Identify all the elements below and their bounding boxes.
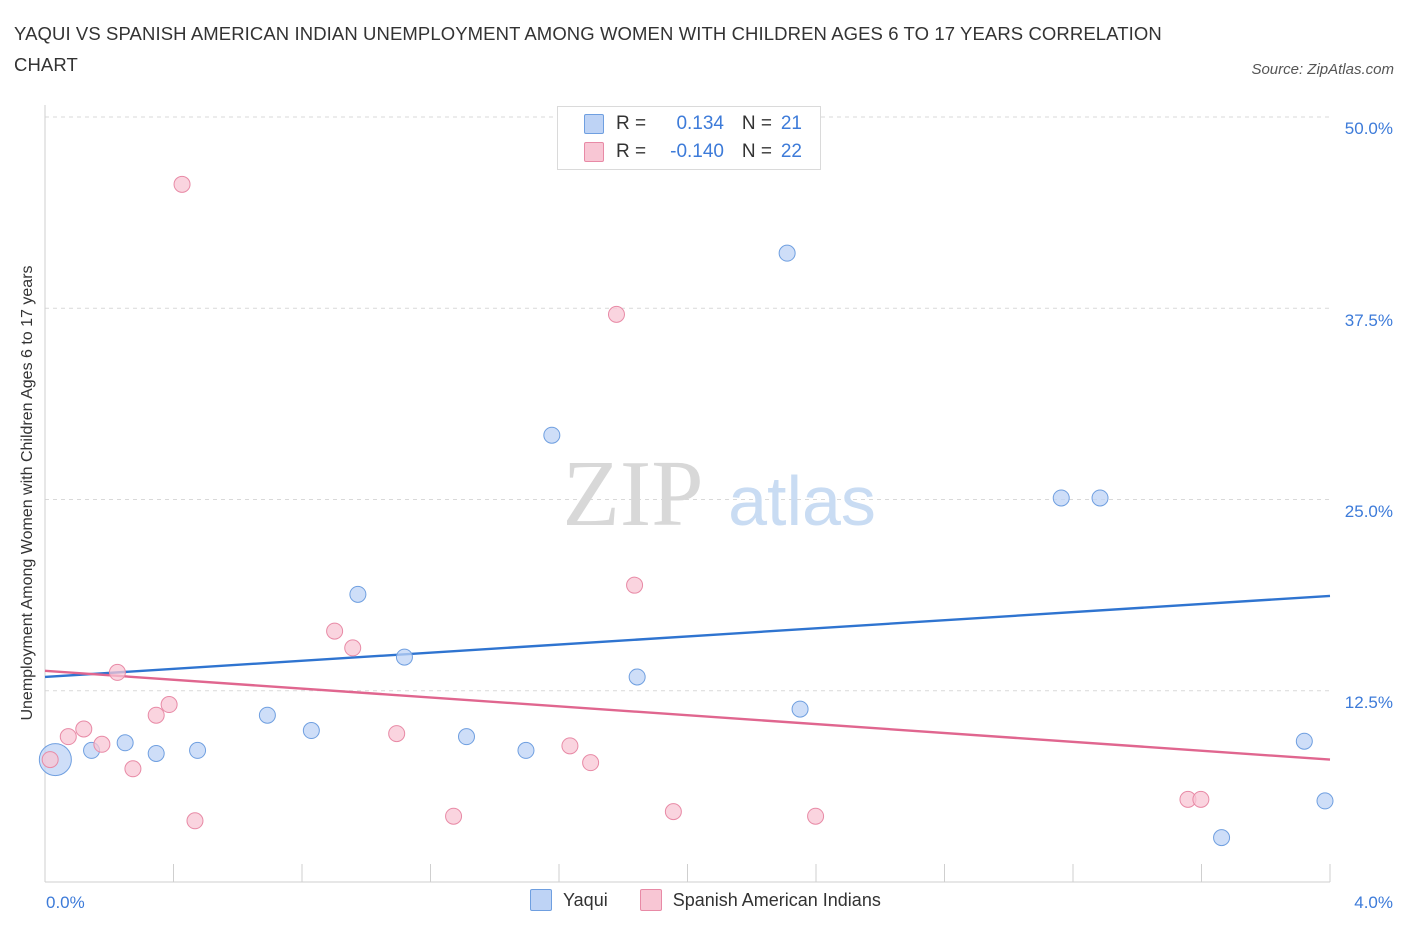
legend-row-sai: R = -0.140 N = 22 — [584, 140, 802, 164]
yaqui-point — [1213, 829, 1231, 847]
yaqui-swatch — [584, 114, 604, 134]
sai-point — [147, 706, 165, 724]
legend-n-label: N = — [741, 141, 772, 162]
trend-layer — [44, 594, 1331, 761]
sai-legend-swatch — [639, 889, 662, 911]
x-tick-label-max: 4.0% — [1354, 893, 1393, 912]
yaqui-point — [189, 741, 207, 759]
yaqui-legend-swatch — [530, 889, 552, 911]
sai-point — [326, 622, 344, 640]
sai-point — [807, 807, 825, 825]
legend-r-value: 0.134 — [676, 113, 724, 134]
sai-point — [1192, 790, 1210, 808]
sai-point — [664, 803, 682, 821]
legend-r-value: -0.140 — [670, 141, 724, 162]
sai-point — [186, 812, 204, 830]
yaqui-point — [1052, 489, 1070, 507]
legend-yaqui-label: Yaqui — [563, 889, 608, 910]
yaqui-point — [628, 668, 646, 686]
yaqui-point — [543, 426, 561, 444]
chart-title: YAQUI VS SPANISH AMERICAN INDIAN UNEMPLO… — [14, 23, 1162, 75]
tick-labels: 12.5% 25.0% 37.5% 50.0% 0.0% 4.0% — [46, 119, 1393, 912]
sai-point — [388, 725, 406, 743]
legend-n-value: 21 — [780, 113, 802, 134]
yaqui-point — [1295, 732, 1313, 750]
yaqui-point — [517, 741, 535, 759]
source-credit: Source: ZipAtlas.com — [1251, 61, 1394, 78]
yaqui-point — [258, 706, 276, 724]
sai-point — [607, 305, 625, 323]
y-tick-label: 50.0% — [1345, 119, 1393, 138]
grid-layer — [45, 116, 1330, 692]
sai-point — [93, 735, 111, 753]
legend-row-yaqui: R = 0.134 N = 21 — [584, 112, 802, 136]
yaqui-point — [302, 722, 320, 740]
watermark-zip: ZIP — [563, 442, 704, 546]
yaqui-point — [147, 744, 165, 762]
yaqui-point — [1316, 792, 1334, 810]
watermark-atlas: atlas — [728, 462, 876, 540]
y-tick-label: 37.5% — [1345, 311, 1393, 330]
yaqui-point — [791, 700, 809, 718]
legend-n-value: 22 — [780, 141, 802, 162]
sai-point — [561, 737, 579, 755]
yaqui-trend-line — [44, 594, 1331, 679]
yaqui-point — [349, 585, 367, 603]
legend-r-label: R = — [616, 141, 647, 162]
yaqui-point — [116, 734, 134, 752]
legend-n-label: N = — [741, 113, 772, 134]
sai-point — [344, 639, 362, 657]
yaqui-point — [1091, 489, 1109, 507]
y-tick-label: 12.5% — [1345, 693, 1393, 712]
sai-trend-line — [44, 669, 1331, 761]
yaqui-point — [395, 648, 413, 666]
legend-sai-label: Spanish American Indians — [672, 889, 881, 910]
stats-legend: R = 0.134 N = 21 R = -0.140 N = 22 — [557, 106, 821, 170]
sai-swatch — [584, 142, 604, 162]
legend-item-yaqui: Yaqui — [530, 889, 608, 911]
yaqui-point — [778, 244, 796, 262]
sai-point — [75, 720, 93, 738]
sai-point — [160, 696, 178, 714]
y-tick-label: 25.0% — [1345, 502, 1393, 521]
sai-point — [108, 663, 126, 681]
x-tick-label-min: 0.0% — [46, 893, 85, 912]
points-layer — [38, 108, 1334, 847]
legend-item-sai: Spanish American Indians — [639, 889, 881, 911]
legend-r-label: R = — [616, 113, 647, 134]
sai-point — [582, 754, 600, 772]
watermark: ZIP atlas — [563, 442, 876, 546]
series-legend: Yaqui Spanish American Indians — [530, 889, 913, 911]
sai-point — [124, 760, 142, 778]
yaqui-point — [457, 728, 475, 746]
sai-point — [626, 576, 644, 594]
sai-point — [445, 807, 463, 825]
sai-point — [173, 175, 191, 193]
sai-point — [41, 751, 59, 769]
sai-point — [59, 728, 77, 746]
